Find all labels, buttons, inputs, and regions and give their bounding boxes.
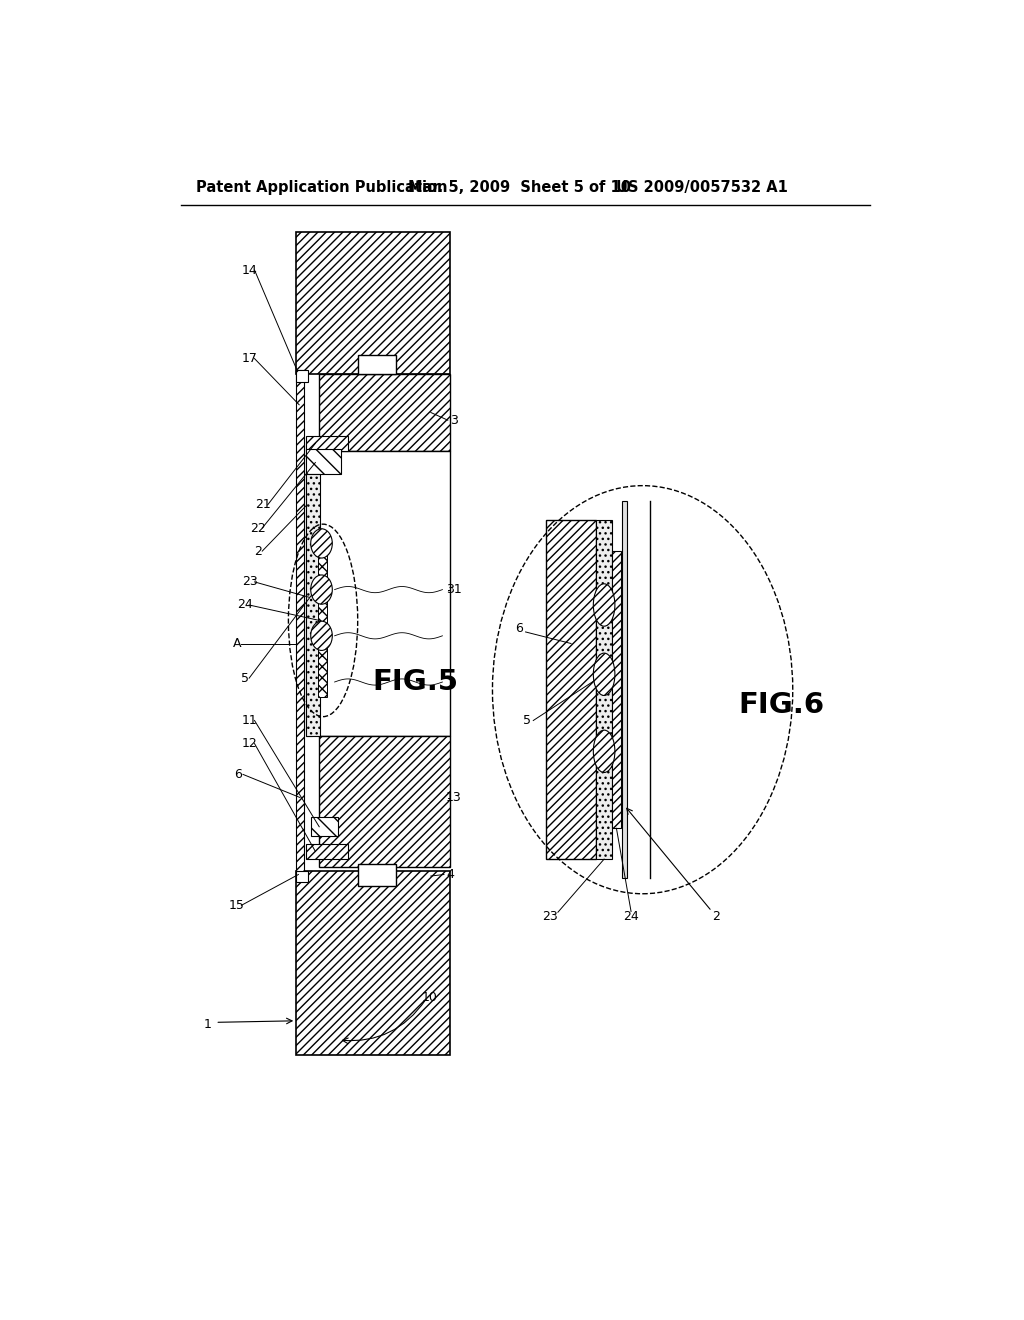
Text: 22: 22 [250, 521, 265, 535]
Text: 23: 23 [242, 576, 258, 589]
Text: 3: 3 [450, 413, 458, 426]
Text: 24: 24 [237, 598, 252, 611]
Bar [547, 520, 596, 859]
Bar [310, 817, 338, 836]
Bar [306, 444, 312, 737]
Text: Patent Application Publication: Patent Application Publication [196, 180, 447, 195]
Text: 31: 31 [446, 583, 462, 597]
Text: 6: 6 [234, 768, 243, 781]
Text: 12: 12 [242, 737, 258, 750]
Ellipse shape [310, 622, 333, 651]
Text: 15: 15 [229, 899, 245, 912]
Bar [357, 865, 396, 886]
Text: 17: 17 [242, 352, 258, 366]
Text: 23: 23 [543, 911, 558, 924]
Text: A: A [232, 638, 241, 649]
Ellipse shape [310, 529, 333, 558]
Bar [306, 436, 348, 451]
Text: Mar. 5, 2009  Sheet 5 of 10: Mar. 5, 2009 Sheet 5 of 10 [408, 180, 631, 195]
Bar [596, 520, 611, 859]
Bar [319, 451, 451, 737]
Bar [357, 355, 396, 374]
Text: 5: 5 [523, 714, 531, 727]
Text: 5: 5 [241, 672, 249, 685]
Bar [306, 450, 341, 474]
Text: 6: 6 [515, 622, 523, 635]
Ellipse shape [593, 653, 614, 696]
Text: FIG.6: FIG.6 [738, 692, 824, 719]
Bar [296, 871, 307, 882]
Bar [306, 474, 319, 737]
Bar [296, 231, 451, 374]
Text: 24: 24 [624, 911, 639, 924]
Text: 21: 21 [255, 499, 271, 511]
Bar [319, 737, 451, 867]
Bar [296, 370, 304, 875]
Text: 2: 2 [254, 545, 261, 557]
Text: FIG.5: FIG.5 [373, 668, 459, 696]
Text: US 2009/0057532 A1: US 2009/0057532 A1 [615, 180, 787, 195]
Text: 1: 1 [204, 1018, 212, 1031]
Text: 2: 2 [712, 911, 720, 924]
Bar [319, 374, 451, 451]
Bar [317, 544, 327, 697]
Text: 14: 14 [242, 264, 258, 277]
Bar [622, 502, 628, 878]
Text: 11: 11 [242, 714, 258, 727]
Text: 10: 10 [422, 991, 437, 1005]
Bar [611, 552, 621, 829]
Bar [296, 370, 307, 381]
Ellipse shape [593, 583, 614, 626]
Bar [296, 871, 451, 1056]
Text: 4: 4 [446, 869, 454, 880]
Ellipse shape [593, 730, 614, 772]
Bar [306, 843, 348, 859]
Ellipse shape [310, 576, 333, 605]
Text: 13: 13 [446, 791, 462, 804]
